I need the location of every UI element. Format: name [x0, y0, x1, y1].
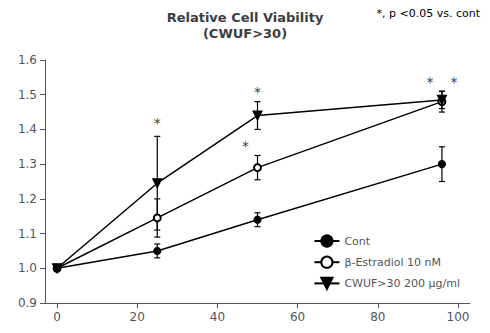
svg-text:80: 80 — [370, 310, 385, 324]
svg-text:20: 20 — [130, 310, 145, 324]
svg-text:40: 40 — [210, 310, 225, 324]
svg-text:*: * — [242, 138, 249, 154]
svg-text:Relative Cell Viability: Relative Cell Viability — [167, 10, 324, 25]
svg-text:*: * — [426, 74, 433, 90]
svg-text:100: 100 — [447, 310, 470, 324]
svg-text:0: 0 — [53, 310, 61, 324]
svg-text:(CWUF>30): (CWUF>30) — [203, 26, 287, 41]
svg-text:1.1: 1.1 — [18, 227, 37, 241]
svg-text:1.6: 1.6 — [18, 53, 37, 67]
svg-text:CWUF>30 200 μg/ml: CWUF>30 200 μg/ml — [344, 277, 460, 290]
svg-text:1.4: 1.4 — [18, 122, 37, 136]
svg-text:*: * — [254, 84, 261, 100]
svg-text:1.0: 1.0 — [18, 261, 37, 275]
svg-text:1.5: 1.5 — [18, 88, 37, 102]
svg-text:1.2: 1.2 — [18, 192, 37, 206]
svg-text:*: * — [450, 74, 457, 90]
svg-text:*, p <0.05 vs. cont: *, p <0.05 vs. cont — [377, 7, 481, 20]
svg-text:Cont: Cont — [344, 235, 370, 248]
svg-text:*: * — [154, 115, 161, 131]
svg-text:β-Estradiol 10 nM: β-Estradiol 10 nM — [344, 256, 441, 269]
svg-text:60: 60 — [290, 310, 305, 324]
svg-text:1.3: 1.3 — [18, 157, 37, 171]
svg-text:0.9: 0.9 — [18, 296, 37, 310]
